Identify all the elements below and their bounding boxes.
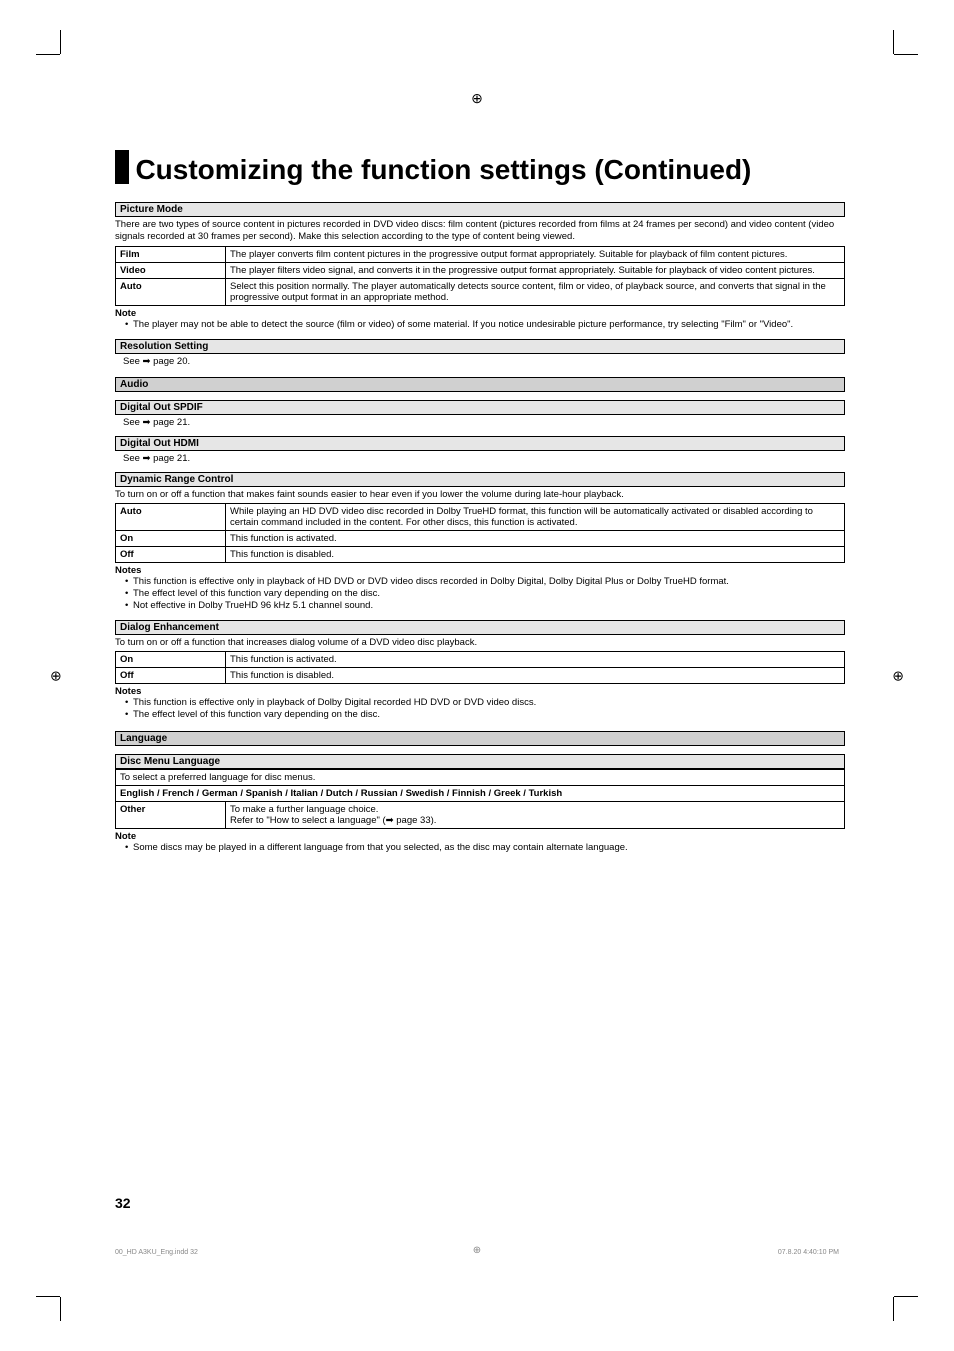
dialog-table: OnThis function is activated. OffThis fu…: [115, 651, 845, 684]
crop-mark: [893, 30, 894, 54]
table-row: FilmThe player converts film content pic…: [116, 246, 845, 262]
page-content: Customizing the function settings (Conti…: [115, 150, 845, 854]
opt-val: This function is activated.: [226, 651, 845, 667]
table-row: To select a preferred language for disc …: [116, 769, 845, 785]
opt-key: On: [116, 651, 226, 667]
note-item: The player may not be able to detect the…: [125, 319, 845, 331]
table-row: English / French / German / Spanish / It…: [116, 785, 845, 801]
opt-key: On: [116, 530, 226, 546]
footer-right: 07.8.20 4:40:10 PM: [778, 1249, 839, 1256]
opt-key: Auto: [116, 278, 226, 305]
resolution-see: See ➡ page 20.: [123, 356, 845, 367]
note-item: The effect level of this function vary d…: [125, 588, 845, 600]
footer-registration-icon: ⊕: [473, 1245, 481, 1256]
note-list: Some discs may be played in a different …: [115, 842, 845, 854]
opt-key: Video: [116, 262, 226, 278]
hdmi-see: See ➡ page 21.: [123, 453, 845, 464]
opt-val: To make a further language choice. Refer…: [226, 801, 845, 828]
table-row: OnThis function is activated.: [116, 530, 845, 546]
dialog-header: Dialog Enhancement: [115, 620, 845, 635]
table-row: OffThis function is disabled.: [116, 667, 845, 683]
opt-key: Auto: [116, 503, 226, 530]
drc-header: Dynamic Range Control: [115, 472, 845, 487]
opt-key: Off: [116, 546, 226, 562]
table-row: VideoThe player filters video signal, an…: [116, 262, 845, 278]
opt-val: The player filters video signal, and con…: [226, 262, 845, 278]
other-line1: To make a further language choice.: [230, 804, 378, 815]
opt-val: The player converts film content picture…: [226, 246, 845, 262]
opt-key: Other: [116, 801, 226, 828]
note-item: The effect level of this function vary d…: [125, 709, 845, 721]
note-list: The player may not be able to detect the…: [115, 319, 845, 331]
table-row: OffThis function is disabled.: [116, 546, 845, 562]
crop-mark: [60, 30, 61, 54]
table-row: AutoSelect this position normally. The p…: [116, 278, 845, 305]
note-item: This function is effective only in playb…: [125, 576, 845, 588]
page-title: Customizing the function settings (Conti…: [135, 156, 751, 184]
note-item: This function is effective only in playb…: [125, 697, 845, 709]
title-accent: [115, 150, 129, 184]
picture-mode-table: FilmThe player converts film content pic…: [115, 246, 845, 306]
page-number: 32: [115, 1195, 131, 1211]
opt-key: Off: [116, 667, 226, 683]
other-line2: Refer to "How to select a language" (➡ p…: [230, 815, 436, 826]
spdif-see: See ➡ page 21.: [123, 417, 845, 428]
page-title-row: Customizing the function settings (Conti…: [115, 150, 845, 184]
drc-table: AutoWhile playing an HD DVD video disc r…: [115, 503, 845, 563]
lang-list: English / French / German / Spanish / It…: [116, 785, 845, 801]
registration-mark-top: ⊕: [471, 90, 483, 107]
crop-mark: [894, 54, 918, 55]
crop-mark: [36, 1296, 60, 1297]
note-heading: Note: [115, 831, 845, 842]
crop-mark: [60, 1297, 61, 1321]
disc-menu-desc: To select a preferred language for disc …: [116, 769, 845, 785]
note-item: Not effective in Dolby TrueHD 96 kHz 5.1…: [125, 600, 845, 612]
hdmi-header: Digital Out HDMI: [115, 436, 845, 451]
registration-mark-left: ⊕: [50, 667, 62, 684]
spdif-header: Digital Out SPDIF: [115, 400, 845, 415]
picture-mode-desc: There are two types of source content in…: [115, 219, 845, 244]
disc-menu-lang-header: Disc Menu Language: [115, 754, 845, 769]
note-list: This function is effective only in playb…: [115, 576, 845, 612]
table-row: AutoWhile playing an HD DVD video disc r…: [116, 503, 845, 530]
note-heading: Note: [115, 308, 845, 319]
crop-mark: [894, 1296, 918, 1297]
opt-val: This function is disabled.: [226, 546, 845, 562]
audio-header: Audio: [115, 377, 845, 392]
opt-key: Film: [116, 246, 226, 262]
note-heading: Notes: [115, 686, 845, 697]
dialog-desc: To turn on or off a function that increa…: [115, 637, 845, 649]
drc-desc: To turn on or off a function that makes …: [115, 489, 845, 501]
crop-mark: [893, 1297, 894, 1321]
crop-mark: [36, 54, 60, 55]
resolution-header: Resolution Setting: [115, 339, 845, 354]
footer-left: 00_HD A3KU_Eng.indd 32: [115, 1249, 198, 1256]
disc-menu-lang-table: To select a preferred language for disc …: [115, 769, 845, 829]
registration-mark-right: ⊕: [892, 667, 904, 684]
table-row: OnThis function is activated.: [116, 651, 845, 667]
language-header: Language: [115, 731, 845, 746]
note-item: Some discs may be played in a different …: [125, 842, 845, 854]
opt-val: Select this position normally. The playe…: [226, 278, 845, 305]
opt-val: This function is activated.: [226, 530, 845, 546]
note-list: This function is effective only in playb…: [115, 697, 845, 721]
table-row: Other To make a further language choice.…: [116, 801, 845, 828]
opt-val: While playing an HD DVD video disc recor…: [226, 503, 845, 530]
picture-mode-header: Picture Mode: [115, 202, 845, 217]
opt-val: This function is disabled.: [226, 667, 845, 683]
note-heading: Notes: [115, 565, 845, 576]
